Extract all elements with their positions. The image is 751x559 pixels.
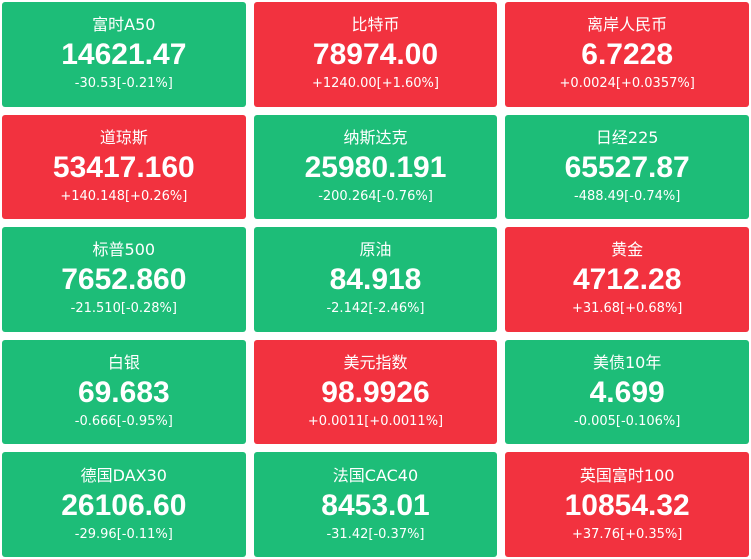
quote-price: 26106.60 xyxy=(61,488,187,522)
quote-tile: 美元指数 98.9926 +0.0011[+0.0011%] xyxy=(253,339,498,445)
quote-tile: 道琼斯 53417.160 +140.148[+0.26%] xyxy=(2,114,246,220)
quote-tile: 富时A50 14621.47 -30.53[-0.21%] xyxy=(2,2,246,107)
quote-tile: 离岸人民币 6.7228 +0.0024[+0.0357%] xyxy=(505,2,749,107)
quote-price: 14621.47 xyxy=(61,38,187,72)
quote-change: -2.142[-2.46%] xyxy=(326,301,425,317)
quote-change: +0.0024[+0.0357%] xyxy=(559,76,695,92)
quote-price: 98.9926 xyxy=(321,376,430,410)
quote-tile: 标普500 7652.860 -21.510[-0.28%] xyxy=(2,227,246,332)
quote-change: -31.42[-0.37%] xyxy=(326,526,425,542)
quote-tile: 黄金 4712.28 +31.68[+0.68%] xyxy=(505,227,749,332)
quote-name: 离岸人民币 xyxy=(587,15,668,35)
quote-price: 10854.32 xyxy=(564,488,690,522)
quote-price: 8453.01 xyxy=(321,488,430,522)
quote-tile: 法国CAC40 8453.01 -31.42[-0.37%] xyxy=(253,452,498,557)
quote-change: +37.76[+0.35%] xyxy=(571,526,683,542)
quote-tile: 白银 69.683 -0.666[-0.95%] xyxy=(2,339,246,445)
quote-price: 78974.00 xyxy=(312,38,439,72)
quote-price: 65527.87 xyxy=(564,150,690,184)
quote-name: 标普500 xyxy=(92,240,156,260)
quote-change: -488.49[-0.74%] xyxy=(574,188,681,204)
quote-price: 6.7228 xyxy=(581,38,674,72)
quote-tile: 原油 84.918 -2.142[-2.46%] xyxy=(253,227,498,332)
quote-name: 富时A50 xyxy=(92,15,156,35)
quote-change: -0.666[-0.95%] xyxy=(74,414,173,430)
quote-name: 法国CAC40 xyxy=(332,465,419,485)
quote-name: 道琼斯 xyxy=(99,127,148,147)
quote-name: 比特币 xyxy=(351,15,400,35)
quote-change: -30.53[-0.21%] xyxy=(74,76,173,92)
quote-price: 84.918 xyxy=(329,263,422,297)
quote-change: +31.68[+0.68%] xyxy=(571,301,683,317)
quote-tile: 比特币 78974.00 +1240.00[+1.60%] xyxy=(253,2,498,107)
quote-tile: 英国富时100 10854.32 +37.76[+0.35%] xyxy=(505,452,749,557)
quote-name: 白银 xyxy=(107,353,140,373)
quote-price: 7652.860 xyxy=(61,263,187,297)
quote-price: 25980.191 xyxy=(304,150,447,184)
quote-change: -21.510[-0.28%] xyxy=(70,301,177,317)
quote-name: 德国DAX30 xyxy=(80,465,167,485)
quote-name: 美元指数 xyxy=(343,353,408,373)
quote-change: -0.005[-0.106%] xyxy=(574,414,681,430)
quote-tile: 德国DAX30 26106.60 -29.96[-0.11%] xyxy=(2,452,246,557)
quote-name: 英国富时100 xyxy=(579,465,675,485)
quote-tile: 日经225 65527.87 -488.49[-0.74%] xyxy=(505,114,749,220)
quote-change: +0.0011[+0.0011%] xyxy=(307,414,444,430)
quote-price: 53417.160 xyxy=(52,150,195,184)
quote-name: 纳斯达克 xyxy=(343,127,408,147)
quote-change: +1240.00[+1.60%] xyxy=(311,76,439,92)
quote-name: 美债10年 xyxy=(592,353,662,373)
quote-price: 4712.28 xyxy=(572,263,682,297)
quote-tile: 纳斯达克 25980.191 -200.264[-0.76%] xyxy=(253,114,498,220)
quote-change: -29.96[-0.11%] xyxy=(74,526,173,542)
quote-price: 4.699 xyxy=(589,376,665,410)
quote-tile: 美债10年 4.699 -0.005[-0.106%] xyxy=(505,339,749,445)
quote-price: 69.683 xyxy=(77,376,170,410)
quote-name: 原油 xyxy=(359,240,392,260)
quote-name: 日经225 xyxy=(595,127,659,147)
quote-change: +140.148[+0.26%] xyxy=(60,188,188,204)
quote-change: -200.264[-0.76%] xyxy=(318,188,433,204)
quote-name: 黄金 xyxy=(611,240,644,260)
